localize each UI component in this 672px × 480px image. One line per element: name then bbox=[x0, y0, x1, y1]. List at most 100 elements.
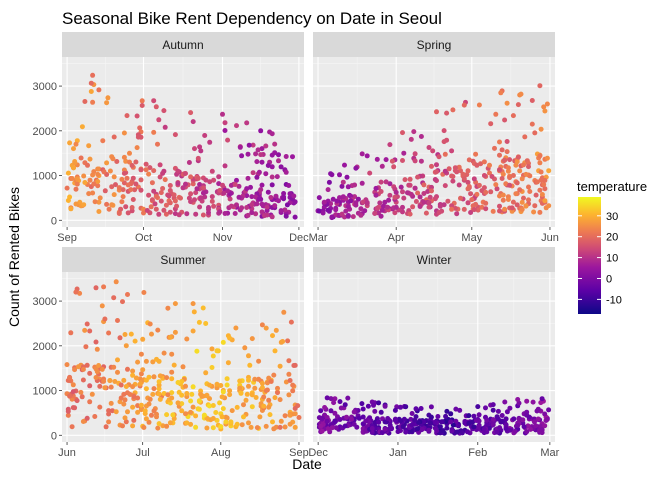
y-tick-label: 3000 bbox=[33, 81, 57, 93]
data-point bbox=[507, 405, 513, 411]
data-point bbox=[202, 194, 208, 200]
data-point bbox=[137, 125, 143, 131]
data-point bbox=[266, 404, 272, 410]
data-point bbox=[277, 363, 283, 369]
data-point bbox=[504, 149, 510, 155]
data-point bbox=[442, 151, 448, 157]
data-point bbox=[505, 197, 511, 202]
data-point bbox=[222, 120, 228, 126]
data-point bbox=[117, 335, 123, 341]
data-point bbox=[239, 205, 245, 211]
data-point bbox=[70, 405, 76, 411]
data-point bbox=[107, 378, 113, 383]
data-point bbox=[188, 199, 194, 205]
data-point bbox=[85, 162, 90, 168]
data-point bbox=[539, 396, 545, 402]
data-point bbox=[151, 188, 157, 194]
facet-panel-spring: Spring Mar Apr May Jun bbox=[309, 32, 559, 244]
data-point bbox=[544, 416, 550, 422]
data-point bbox=[166, 193, 172, 199]
data-point bbox=[138, 351, 144, 357]
data-point bbox=[253, 395, 259, 400]
data-point bbox=[398, 184, 404, 190]
data-point bbox=[130, 197, 136, 202]
data-point bbox=[270, 419, 275, 425]
data-point bbox=[387, 192, 393, 198]
data-point bbox=[238, 390, 244, 396]
data-point bbox=[258, 152, 264, 158]
data-point bbox=[415, 190, 421, 196]
data-point bbox=[93, 285, 99, 291]
data-point bbox=[106, 206, 112, 212]
data-point bbox=[263, 171, 269, 177]
data-point bbox=[167, 209, 173, 215]
data-point bbox=[436, 154, 442, 160]
data-point bbox=[503, 181, 509, 187]
data-point bbox=[265, 163, 271, 168]
data-point bbox=[142, 408, 148, 414]
data-point bbox=[326, 179, 332, 185]
data-point bbox=[452, 165, 458, 171]
data-point bbox=[318, 423, 324, 429]
data-point bbox=[273, 193, 279, 199]
data-point bbox=[450, 178, 456, 184]
data-point bbox=[489, 174, 495, 179]
data-point bbox=[192, 146, 197, 152]
data-point bbox=[340, 179, 346, 185]
data-point bbox=[490, 417, 496, 423]
data-point bbox=[86, 143, 92, 149]
data-point bbox=[91, 169, 97, 175]
data-point bbox=[171, 192, 177, 198]
data-point bbox=[507, 175, 513, 181]
data-point bbox=[476, 102, 482, 108]
data-point bbox=[143, 161, 149, 167]
data-point bbox=[519, 206, 525, 212]
data-point bbox=[244, 205, 250, 210]
data-point bbox=[391, 164, 397, 170]
data-point bbox=[172, 211, 178, 217]
data-point bbox=[146, 419, 152, 425]
data-point bbox=[520, 417, 526, 423]
data-point bbox=[387, 142, 393, 148]
data-point bbox=[328, 396, 334, 402]
data-point bbox=[349, 416, 355, 422]
data-point bbox=[141, 425, 147, 430]
data-point bbox=[120, 194, 126, 200]
data-point bbox=[408, 191, 414, 197]
facet-panel-autumn: Autumn 0 1000 2000 3000 Sep Oct Nov Dec bbox=[33, 32, 309, 244]
data-point bbox=[378, 409, 384, 415]
legend-tick-label: 20 bbox=[606, 232, 618, 244]
data-point bbox=[497, 203, 502, 209]
data-point bbox=[473, 201, 479, 207]
data-point bbox=[544, 155, 550, 161]
data-point bbox=[140, 367, 146, 373]
data-point bbox=[167, 183, 173, 188]
data-point bbox=[232, 182, 238, 187]
data-point bbox=[533, 423, 539, 429]
data-point bbox=[360, 414, 366, 420]
x-axis-title: Date bbox=[292, 456, 322, 472]
data-point bbox=[352, 182, 358, 188]
data-point bbox=[407, 211, 413, 217]
data-point bbox=[296, 415, 302, 420]
data-point bbox=[259, 159, 265, 165]
data-point bbox=[490, 208, 496, 214]
data-point bbox=[111, 295, 117, 301]
data-point bbox=[146, 401, 152, 407]
data-point bbox=[78, 155, 84, 161]
data-point bbox=[382, 426, 388, 432]
data-point bbox=[497, 139, 502, 145]
data-point bbox=[499, 176, 505, 181]
data-point bbox=[524, 398, 530, 404]
data-point bbox=[104, 160, 110, 166]
data-point bbox=[155, 327, 161, 333]
data-point bbox=[80, 366, 86, 372]
data-point bbox=[150, 359, 156, 365]
data-point bbox=[175, 168, 181, 174]
data-point bbox=[149, 197, 155, 203]
data-point bbox=[542, 423, 548, 429]
data-point bbox=[225, 137, 231, 143]
data-point bbox=[197, 144, 203, 150]
data-point bbox=[392, 407, 398, 413]
data-point bbox=[325, 426, 331, 432]
